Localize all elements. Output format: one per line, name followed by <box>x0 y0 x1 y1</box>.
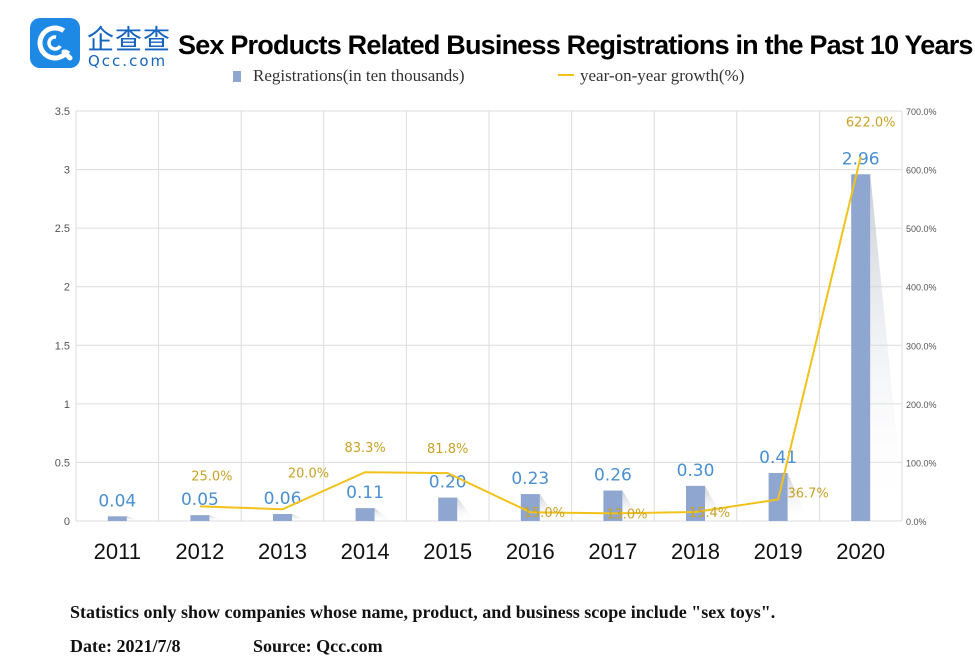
bar-value-label: 0.06 <box>264 489 302 509</box>
y-left-tick-label: 2.5 <box>55 223 70 235</box>
growth-value-label: 15.0% <box>524 506 565 521</box>
x-tick-label: 2013 <box>258 539 307 564</box>
y-right-tick-label: 300.0% <box>906 341 937 351</box>
x-tick-label: 2012 <box>175 539 224 564</box>
y-right-tick-label: 100.0% <box>906 458 937 468</box>
y-left-tick-label: 1 <box>64 399 70 411</box>
y-right-tick-label: 500.0% <box>906 224 937 234</box>
footer-note: Statistics only show companies whose nam… <box>70 602 776 622</box>
bar-value-label: 0.26 <box>594 466 632 486</box>
growth-value-label: 15.4% <box>689 506 730 521</box>
growth-value-label: 20.0% <box>288 466 329 481</box>
y-left-tick-label: 3.5 <box>55 106 70 118</box>
x-tick-label: 2015 <box>423 539 472 564</box>
logo-english-text: Qcc.com <box>88 52 168 70</box>
growth-line <box>199 156 862 515</box>
y-right-tick-label: 700.0% <box>906 107 937 117</box>
y-left-tick-label: 3 <box>64 165 70 177</box>
bar-value-label: 0.23 <box>511 469 549 489</box>
bar <box>438 497 458 521</box>
bar-value-label: 0.11 <box>346 483 384 503</box>
x-tick-label: 2018 <box>671 539 720 564</box>
x-tick-label: 2017 <box>588 539 637 564</box>
bar <box>190 515 210 521</box>
x-tick-label: 2016 <box>506 539 555 564</box>
legend-registrations: Registrations(in ten thousands) <box>233 66 465 86</box>
x-tick-label: 2019 <box>754 539 803 564</box>
bar-shadow <box>539 494 555 521</box>
bar-shadow <box>209 515 222 521</box>
y-right-tick-label: 400.0% <box>906 283 937 293</box>
growth-value-label: 83.3% <box>344 441 385 456</box>
growth-value-label: 25.0% <box>191 469 232 484</box>
bar-value-label: 0.30 <box>677 461 715 481</box>
bar-shadow <box>787 472 805 521</box>
legend-growth: year-on-year growth(%) <box>558 66 744 86</box>
bar-value-label: 0.41 <box>759 448 797 468</box>
footer-date: Date: 2021/7/8 <box>70 636 181 656</box>
bar-shadow <box>457 497 472 521</box>
y-left-tick-label: 0.5 <box>55 457 70 469</box>
bar-value-label: 0.05 <box>181 490 219 510</box>
x-tick-label: 2011 <box>94 539 141 564</box>
y-left-tick-label: 0 <box>64 516 70 528</box>
footer-source: Source: Qcc.com <box>253 636 383 656</box>
legend-registrations-label: Registrations(in ten thousands) <box>253 66 465 85</box>
y-right-tick-label: 200.0% <box>906 400 937 410</box>
growth-value-label: 81.8% <box>427 442 468 457</box>
bar-shadow <box>292 513 305 521</box>
y-right-tick-label: 600.0% <box>906 166 937 176</box>
logo-chinese-text: 企查查 <box>87 25 171 56</box>
growth-value-label: 13.0% <box>606 507 647 522</box>
growth-value-label: 622.0% <box>846 116 896 131</box>
bar-value-label: 0.04 <box>98 491 136 511</box>
x-tick-label: 2020 <box>836 539 885 564</box>
bar <box>273 513 292 521</box>
legend-bar-swatch-icon <box>233 71 241 82</box>
bar-shadow <box>374 508 388 521</box>
x-tick-label: 2014 <box>341 539 390 564</box>
growth-value-label: 36.7% <box>787 487 828 502</box>
bar <box>355 508 375 521</box>
bar-shadow <box>705 485 721 521</box>
y-right-tick-label: 0.0% <box>906 517 927 527</box>
y-left-tick-label: 2 <box>64 282 70 294</box>
legend-growth-label: year-on-year growth(%) <box>580 66 745 85</box>
bar-shadow <box>126 516 140 521</box>
legend-line-swatch-icon <box>558 74 574 76</box>
y-left-tick-label: 1.5 <box>55 340 70 352</box>
bar <box>520 494 540 521</box>
bar <box>851 174 871 521</box>
bar <box>107 516 127 521</box>
chart-title: Sex Products Related Business Registrati… <box>178 30 973 60</box>
bar-value-label: 0.20 <box>429 473 467 493</box>
qcc-logo-icon <box>30 18 80 68</box>
qcc-logo: 企查查 Qcc.com <box>30 16 180 72</box>
bar-shadow <box>870 174 899 521</box>
